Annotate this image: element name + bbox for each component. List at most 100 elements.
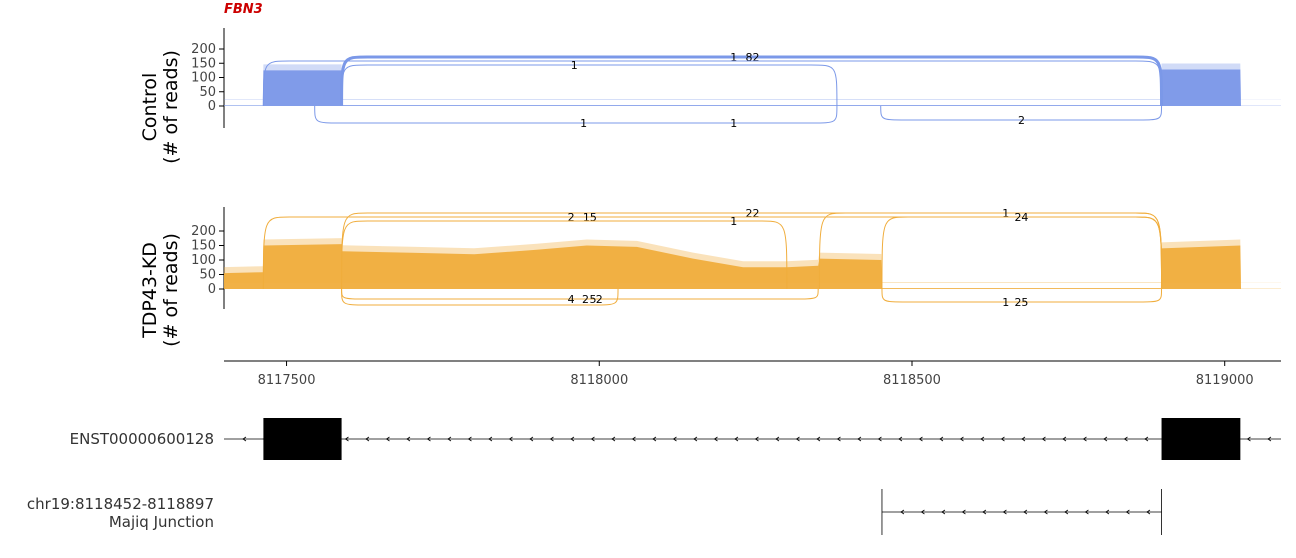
strand-arrow [1105,509,1110,515]
junction-count-label: 1 [730,215,737,228]
junction-arc [881,288,1163,303]
junction-arc [341,288,619,306]
y-tick-label: 100 [191,253,216,268]
strand-arrow [1103,436,1108,442]
gene-title: FBN3 [224,2,263,17]
strand-arrow [508,436,513,442]
majiq-junction-track: chr19:8118452-8118897 Majiq Junction [27,489,1162,535]
coverage-area [224,244,1281,289]
coverage-area-shadow [224,63,1281,100]
y-tick-label: 0 [208,282,216,297]
y-tick-label: 0 [208,99,216,114]
strand-arrow [631,436,636,442]
junction-count-label: 4 [568,293,575,306]
junction-count-label: 2 [596,293,603,306]
exon-block [263,418,342,460]
junction-arc [341,220,788,290]
junction-arc [314,105,838,124]
x-tick-label: 8119000 [1196,373,1254,388]
strand-arrow [488,436,493,442]
strand-arrow [1043,509,1048,515]
strand-arrow [959,436,964,442]
strand-arrow [1062,436,1067,442]
exon-block [1161,418,1241,460]
junction-count-label: 2 [582,293,589,306]
strand-arrow [1246,436,1251,442]
junction-count-label: 1 [580,117,587,130]
y-tick-label: 150 [191,239,216,254]
strand-arrow [775,436,780,442]
junction-arc [880,105,1163,121]
junction-count-label: 24 [1014,211,1028,224]
strand-arrow [920,509,925,515]
strand-arrow [898,436,903,442]
strand-arrow [570,436,575,442]
strand-arrow [918,436,923,442]
strand-arrow [836,436,841,442]
strand-arrow [529,436,534,442]
x-tick-label: 8117500 [258,373,316,388]
strand-arrow [611,436,616,442]
strand-arrow [672,436,677,442]
y-tick-label: 200 [191,224,216,239]
strand-arrow [590,436,595,442]
strand-arrow [1123,436,1128,442]
strand-arrow [652,436,657,442]
strand-arrow [734,436,739,442]
strand-arrow [816,436,821,442]
strand-arrow [549,436,554,442]
y-axis-label: Control(# of reads) [139,50,182,164]
coverage-area [224,69,1281,106]
y-axis-label: TDP43-KD(# of reads) [139,233,182,347]
x-tick-label: 8118000 [570,373,628,388]
strand-arrow [385,436,390,442]
strand-arrow [941,509,946,515]
strand-arrow [406,436,411,442]
strand-arrow [1064,509,1069,515]
x-tick-label: 8118500 [883,373,941,388]
strand-arrow [1267,436,1272,442]
y-tick-label: 200 [191,42,216,57]
strand-arrow [693,436,698,442]
strand-arrow [344,436,349,442]
x-axis: 8117500 8118000 8118500 8119000 [224,360,1281,388]
y-tick-label: 100 [191,71,216,86]
strand-arrow [857,436,862,442]
junction-count-label: 5 [590,293,597,306]
strand-arrow [939,436,944,442]
junction-count-label: 2 [1018,114,1025,127]
strand-arrow [447,436,452,442]
transcript-label: ENST00000600128 [70,430,214,448]
junction-arc [262,60,1163,107]
junction-count-label: 1 [730,51,737,64]
strand-arrow [713,436,718,442]
strand-arrow [1144,436,1149,442]
junction-type-label: Majiq Junction [109,513,214,531]
y-tick-label: 50 [199,85,216,100]
strand-arrow [365,436,370,442]
strand-arrow [1084,509,1089,515]
strand-arrow [877,436,882,442]
strand-arrow [426,436,431,442]
strand-arrow [242,436,247,442]
junction-count-label: 25 [1014,296,1028,309]
strand-arrow [1000,436,1005,442]
junction-count-label: 1 [1002,296,1009,309]
strand-arrow [795,436,800,442]
strand-arrow [1082,436,1087,442]
strand-arrow [1002,509,1007,515]
strand-arrow [754,436,759,442]
strand-arrow [1125,509,1130,515]
junction-count-label: 1 [571,59,578,72]
strand-arrow [1146,509,1151,515]
junction-arc [341,288,819,300]
transcript-track: ENST00000600128 [70,418,1281,460]
strand-arrow [467,436,472,442]
y-tick-label: 50 [199,268,216,283]
strand-arrow [1041,436,1046,442]
junction-arc [341,64,838,107]
junction-count-label: 2 [568,211,575,224]
strand-arrow [1023,509,1028,515]
